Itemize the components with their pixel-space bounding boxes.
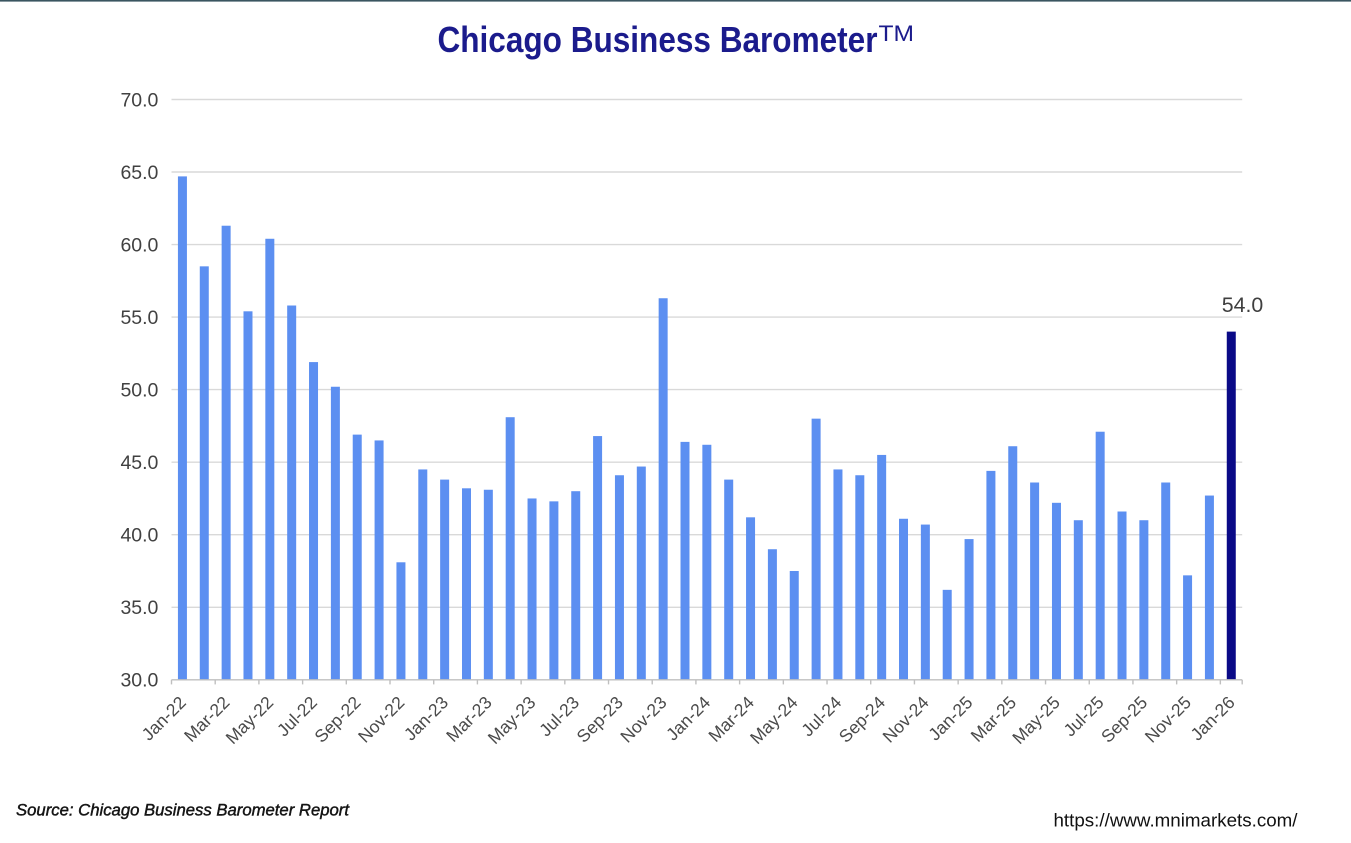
svg-text:Sep-22: Sep-22 (310, 692, 364, 746)
svg-text:Nov-23: Nov-23 (616, 692, 670, 746)
svg-text:Jan-26: Jan-26 (1187, 692, 1239, 744)
svg-text:May-23: May-23 (484, 692, 540, 748)
svg-text:50.0: 50.0 (120, 379, 158, 401)
svg-text:35.0: 35.0 (120, 597, 158, 619)
svg-text:Jan-24: Jan-24 (662, 692, 714, 744)
svg-text:May-22: May-22 (222, 692, 278, 748)
svg-text:Source: Chicago Business Barom: Source: Chicago Business Barometer Repor… (16, 801, 350, 819)
svg-text:40.0: 40.0 (120, 525, 158, 547)
svg-text:TM: TM (879, 21, 915, 46)
svg-text:60.0: 60.0 (120, 234, 158, 256)
svg-text:Jan-25: Jan-25 (924, 692, 976, 744)
svg-text:55.0: 55.0 (120, 307, 158, 329)
svg-text:May-24: May-24 (746, 692, 802, 748)
svg-text:May-25: May-25 (1008, 692, 1064, 748)
svg-text:Jan-22: Jan-22 (138, 692, 190, 744)
svg-text:Nov-24: Nov-24 (879, 692, 933, 746)
svg-text:Nov-25: Nov-25 (1141, 692, 1195, 746)
svg-text:Sep-24: Sep-24 (835, 692, 889, 746)
svg-text:Nov-22: Nov-22 (354, 692, 408, 746)
svg-text:Sep-23: Sep-23 (573, 692, 627, 746)
svg-text:45.0: 45.0 (120, 452, 158, 474)
svg-text:54.0: 54.0 (1222, 294, 1264, 317)
svg-text:Sep-25: Sep-25 (1097, 692, 1151, 746)
svg-text:https://www.mnimarkets.com/: https://www.mnimarkets.com/ (1054, 810, 1298, 830)
svg-text:65.0: 65.0 (120, 162, 158, 184)
svg-text:70.0: 70.0 (120, 89, 158, 111)
svg-text:Jan-23: Jan-23 (400, 692, 452, 744)
svg-text:Chicago Business Barometer: Chicago Business Barometer (438, 19, 878, 60)
svg-text:30.0: 30.0 (120, 670, 158, 692)
